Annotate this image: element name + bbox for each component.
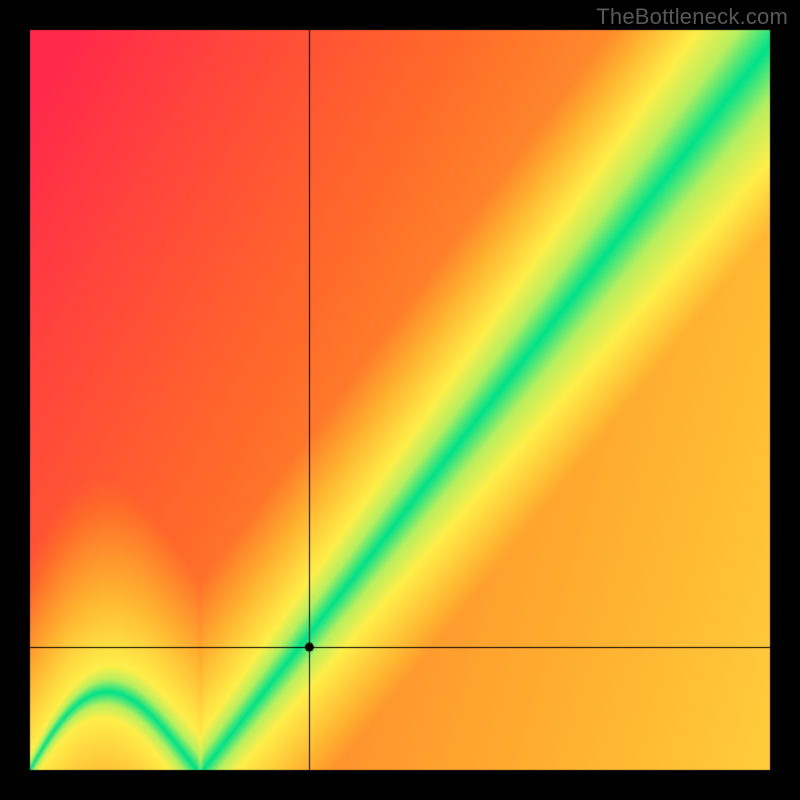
heatmap-canvas xyxy=(0,0,800,800)
watermark-text: TheBottleneck.com xyxy=(596,4,788,30)
chart-container: TheBottleneck.com xyxy=(0,0,800,800)
